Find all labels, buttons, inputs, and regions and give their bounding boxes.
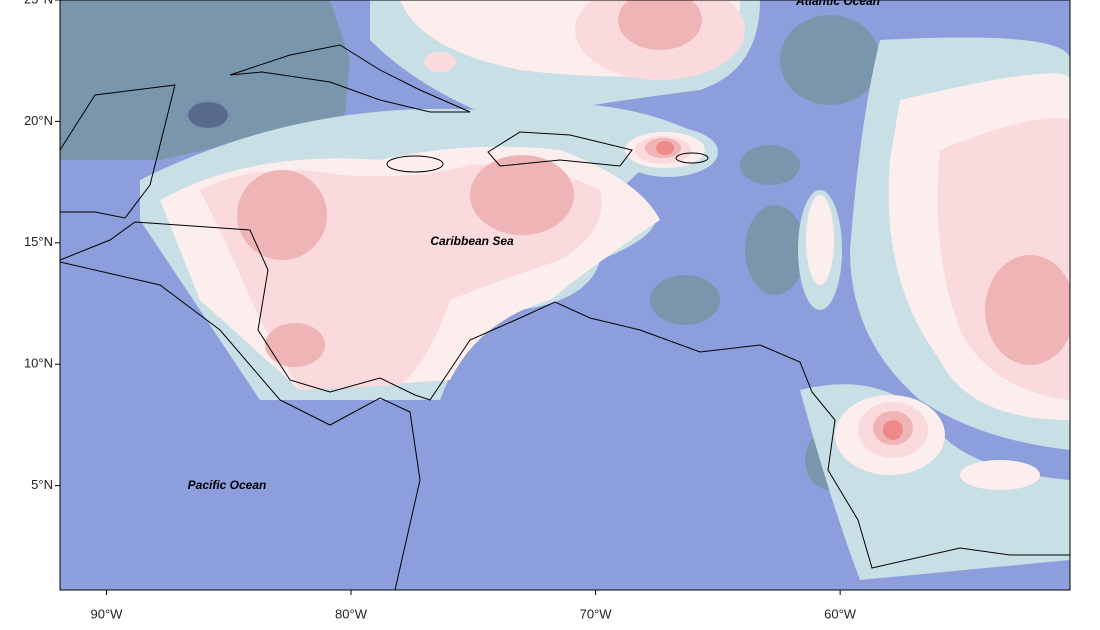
y-tick-label: 5°N [31,477,53,492]
contour-field [60,0,1070,590]
x-tick-label: 90°W [90,606,123,621]
y-tick-label: 20°N [24,113,53,128]
plot-frame [59,0,1071,591]
y-tick-label: 15°N [24,234,53,249]
ocean-label: Atlantic Ocean [795,0,880,8]
y-tick-label: 10°N [24,356,53,371]
x-tick-label: 70°W [580,606,613,621]
y-tick-label: 25°N [24,0,53,6]
ocean-label: Caribbean Sea [430,234,514,248]
x-tick-label: 80°W [335,606,368,621]
ocean-label: Pacific Ocean [188,478,267,492]
x-tick-label: 60°W [824,606,857,621]
